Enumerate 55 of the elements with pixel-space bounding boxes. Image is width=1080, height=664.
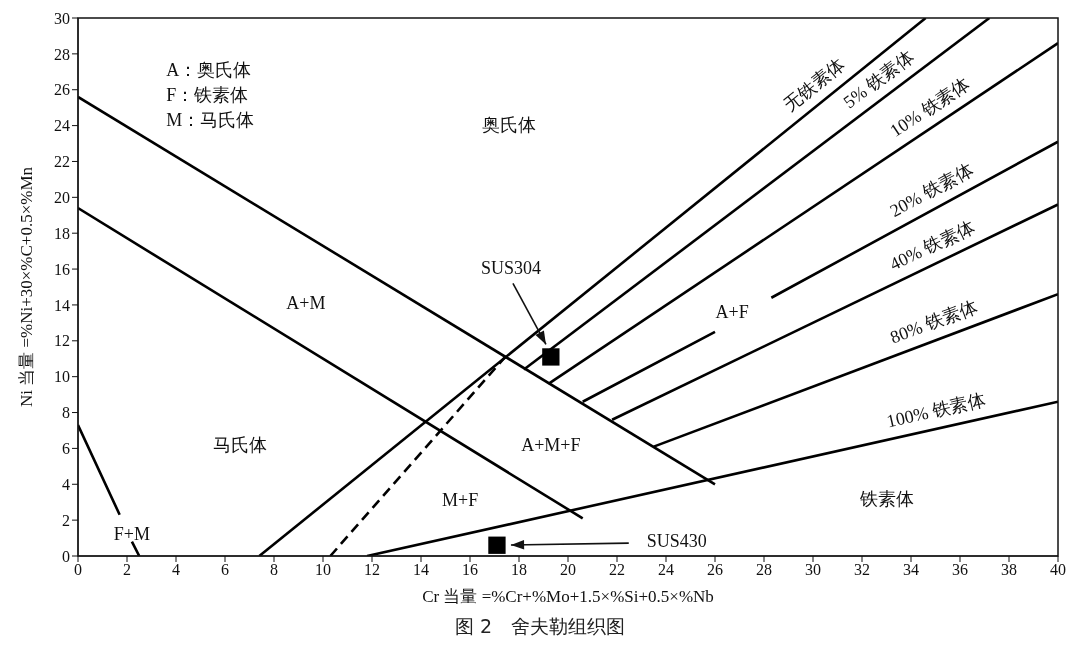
text: 100% 铁素体 <box>884 389 988 432</box>
annotation: 马氏体 <box>212 434 267 455</box>
y-tick-label: 28 <box>54 45 70 63</box>
annotation: SUS304 <box>480 257 541 278</box>
x-tick-label: 14 <box>413 561 429 579</box>
y-tick-label: 30 <box>54 9 70 27</box>
annotation: M+F <box>442 490 479 511</box>
y-tick-label: 26 <box>54 81 70 99</box>
y-tick-label: 16 <box>54 260 70 278</box>
x-tick-label: 2 <box>123 561 131 579</box>
x-tick-label: 24 <box>658 561 674 579</box>
text: 图 2 舍夫勒组织图 <box>453 614 627 639</box>
annotation: A+M+F <box>521 434 581 455</box>
y-tick-label: 14 <box>54 296 70 314</box>
x-tick-label: 22 <box>609 561 625 579</box>
x-tick-label: 20 <box>560 561 576 579</box>
annotation: 铁素体 <box>858 488 914 509</box>
y-tick-label: 4 <box>62 475 70 493</box>
x-tick-label: 12 <box>364 561 380 579</box>
y-tick-label: 10 <box>54 368 70 386</box>
x-tick-label: 16 <box>462 561 478 579</box>
x-tick-label: 0 <box>74 561 82 579</box>
x-tick-label: 30 <box>805 561 821 579</box>
x-axis-title: Cr 当量 =%Cr+%Mo+1.5×%Si+0.5×%Nb <box>422 587 714 606</box>
x-tick-label: 40 <box>1050 561 1066 579</box>
annotation: SUS430 <box>646 531 707 552</box>
x-tick-label: 34 <box>903 561 919 579</box>
y-tick-label: 2 <box>62 511 70 529</box>
annotation: A：奥氏体 <box>166 59 252 80</box>
x-tick-label: 4 <box>172 561 180 579</box>
text: 80% 铁素体 <box>887 296 981 348</box>
x-tick-label: 18 <box>511 561 527 579</box>
y-tick-label: 0 <box>62 547 70 565</box>
x-tick-label: 6 <box>221 561 229 579</box>
annotation: F+M <box>113 524 150 545</box>
y-tick-label: 12 <box>54 332 70 350</box>
annotation: A+F <box>715 302 749 323</box>
y-tick-label: 18 <box>54 224 70 242</box>
x-tick-label: 8 <box>270 561 278 579</box>
annotation: 奥氏体 <box>482 115 537 136</box>
y-tick-label: 20 <box>54 189 70 207</box>
x-tick-label: 38 <box>1001 561 1017 579</box>
y-tick-label: 8 <box>62 404 70 422</box>
annotation: A+M <box>286 292 326 313</box>
y-tick-label: 24 <box>54 117 70 135</box>
annotation: F：铁素体 <box>166 85 249 106</box>
x-tick-label: 32 <box>854 561 870 579</box>
x-tick-label: 36 <box>952 561 968 579</box>
x-tick-label: 10 <box>315 561 331 579</box>
y-axis-title: Ni 当量 =%Ni+30×%C+0.5×%Mn <box>17 166 37 408</box>
y-tick-label: 6 <box>62 440 70 458</box>
annotation: M：马氏体 <box>166 110 255 131</box>
y-tick-label: 22 <box>54 153 70 171</box>
x-tick-label: 26 <box>707 561 723 579</box>
x-tick-label: 28 <box>756 561 772 579</box>
